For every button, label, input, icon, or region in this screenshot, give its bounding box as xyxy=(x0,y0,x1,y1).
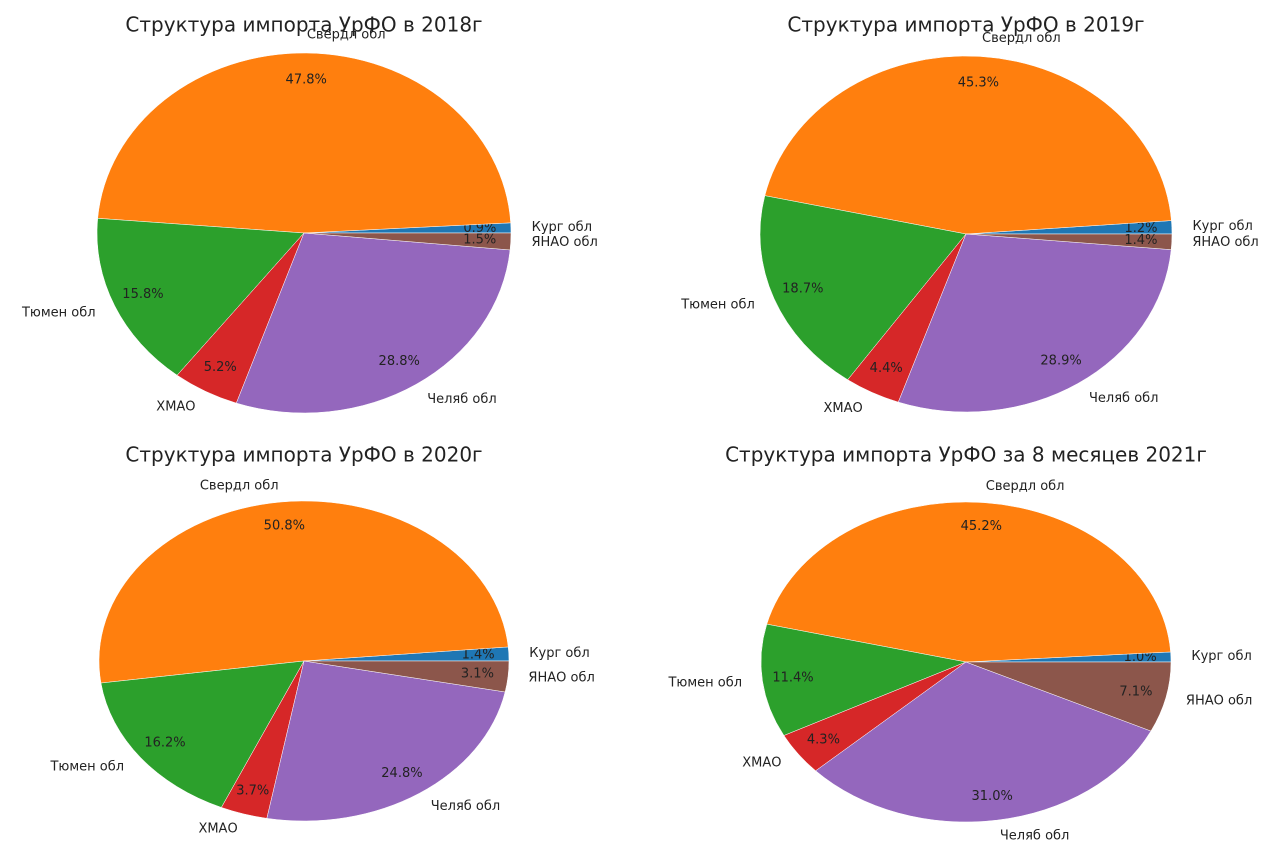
slice-label: Тюмен обл xyxy=(49,760,124,775)
value-label: 15.8% xyxy=(122,287,163,302)
slice-label: ЯНАО обл xyxy=(1186,693,1252,708)
chart-title: Структура импорта УрФО в 2018г xyxy=(125,13,482,37)
pie-slice xyxy=(303,232,512,251)
slice-label: Свердл обл xyxy=(307,28,386,43)
slice-label: Челяб обл xyxy=(427,392,496,407)
value-label: 7.1% xyxy=(1119,685,1152,700)
value-label: 31.0% xyxy=(972,789,1013,804)
slice-label: Кург обл xyxy=(1191,649,1251,664)
pie-slice xyxy=(100,660,305,808)
pie-slice xyxy=(236,232,511,414)
pie-slice xyxy=(760,623,967,736)
pie-slice xyxy=(96,218,305,376)
pie-slice xyxy=(98,500,509,684)
value-label: 28.9% xyxy=(1040,354,1081,369)
slice-label: Кург обл xyxy=(1192,219,1252,234)
slice-label: Челяб обл xyxy=(1000,829,1069,843)
value-label: 11.4% xyxy=(772,671,813,686)
value-label: 45.3% xyxy=(958,76,999,91)
pie-slice xyxy=(759,195,967,381)
slice-label: ХМАО xyxy=(823,401,862,416)
slice-label: ХМАО xyxy=(742,756,781,771)
slice-label: Свердл обл xyxy=(986,479,1065,494)
pie-slice xyxy=(965,233,1173,250)
pie-slice xyxy=(815,661,1152,823)
slice-label: Челяб обл xyxy=(1089,391,1158,406)
pie-slice xyxy=(897,233,1172,413)
value-label: 1.2% xyxy=(1124,221,1157,236)
pie-slice xyxy=(764,55,1172,235)
value-label: 18.7% xyxy=(782,281,823,296)
value-label: 3.1% xyxy=(461,667,494,682)
value-label: 50.8% xyxy=(264,518,305,533)
value-label: 5.2% xyxy=(204,360,237,375)
chart-title: Структура импорта УрФО за 8 месяцев 2021… xyxy=(725,443,1207,467)
slice-label: Кург обл xyxy=(532,220,592,235)
value-label: 47.8% xyxy=(286,73,327,88)
pie-slice xyxy=(303,660,510,693)
slice-label: ЯНАО обл xyxy=(528,671,594,686)
chart-title: Структура импорта УрФО в 2020г xyxy=(125,443,482,467)
slice-label: Тюмен обл xyxy=(21,305,96,320)
slice-label: Челяб обл xyxy=(431,799,500,814)
pie-slice xyxy=(266,660,506,822)
slice-label: ХМАО xyxy=(156,400,195,415)
slice-label: Свердл обл xyxy=(200,479,279,494)
value-label: 28.8% xyxy=(379,354,420,369)
value-label: 1.5% xyxy=(463,233,496,248)
slice-label: Кург обл xyxy=(529,646,589,661)
slice-label: ХМАО xyxy=(198,822,237,837)
slice-label: Тюмен обл xyxy=(680,298,755,313)
value-label: 1.4% xyxy=(462,648,495,663)
value-label: 4.3% xyxy=(807,733,840,748)
value-label: 45.2% xyxy=(961,519,1002,534)
slice-label: ЯНАО обл xyxy=(1192,235,1258,250)
chart-title: Структура импорта УрФО в 2019г xyxy=(787,13,1144,37)
slice-label: Свердл обл xyxy=(982,31,1061,46)
value-label: 16.2% xyxy=(144,735,185,750)
pie-slice xyxy=(766,501,1171,663)
value-label: 1.4% xyxy=(1124,233,1157,248)
slice-label: Тюмен обл xyxy=(667,675,742,690)
value-label: 4.4% xyxy=(870,361,903,376)
value-label: 3.7% xyxy=(236,783,269,798)
pie-slice xyxy=(965,661,1172,732)
value-label: 24.8% xyxy=(381,766,422,781)
slice-label: ЯНАО обл xyxy=(531,235,597,250)
pie-slice xyxy=(97,52,511,234)
